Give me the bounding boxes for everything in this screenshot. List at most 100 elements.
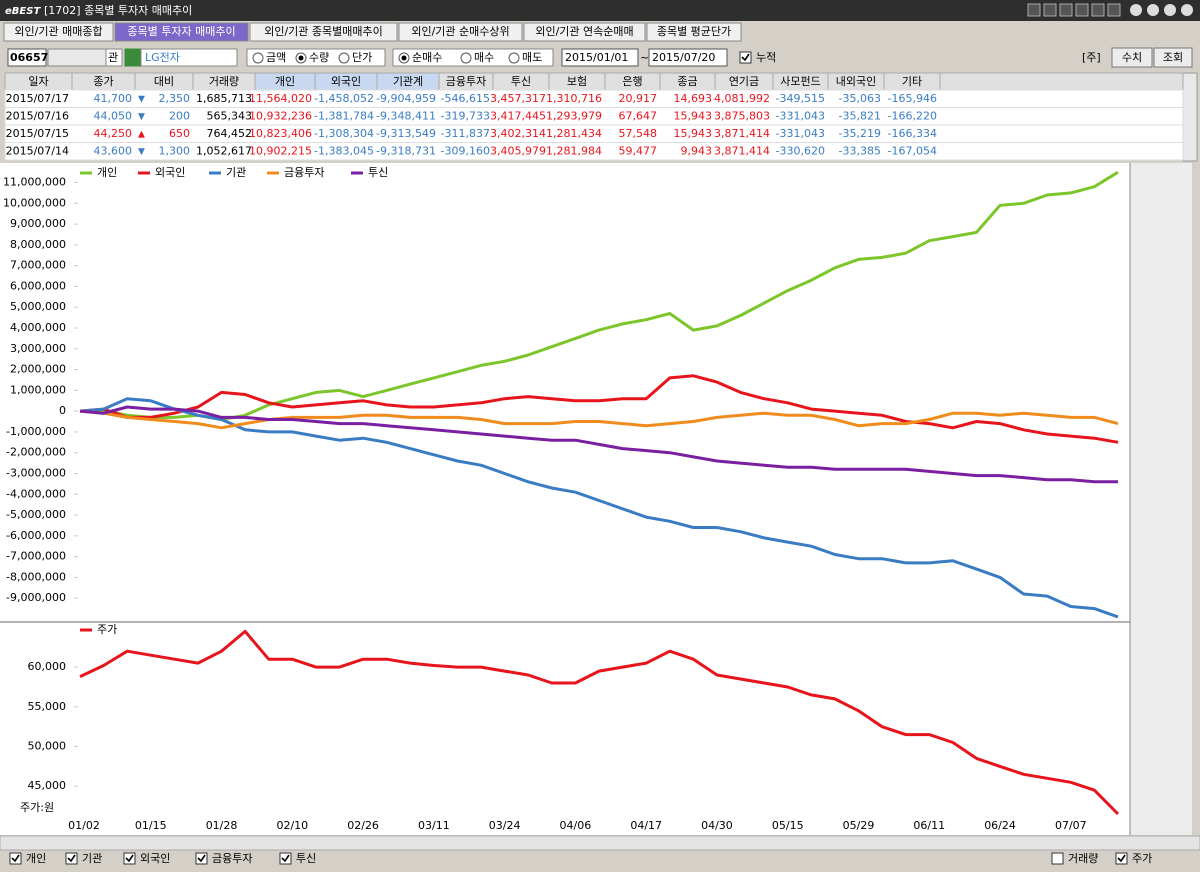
tab[interactable] <box>646 22 742 42</box>
mode-group <box>246 48 386 67</box>
series-line <box>79 397 1119 619</box>
tab[interactable] <box>523 22 646 42</box>
table-cell: 1,300 <box>159 145 191 158</box>
table-cell: -1,458,052 <box>314 92 374 105</box>
tab-label: 외인/기관 종목별매매추이 <box>264 25 383 38</box>
table-cell: 650 <box>169 127 190 140</box>
win-btn[interactable] <box>1107 3 1121 17</box>
y-tick-label: -7,000,000 <box>6 550 66 563</box>
radio[interactable] <box>508 52 520 64</box>
series-toggle[interactable] <box>195 852 208 865</box>
win-btn[interactable] <box>1059 3 1073 17</box>
win-btn[interactable] <box>1147 4 1159 16</box>
tab-label: 종목별 평균단가 <box>657 25 731 38</box>
x-tick-label: 07/07 <box>1055 819 1087 832</box>
win-btn[interactable] <box>1027 3 1041 17</box>
market-btn[interactable] <box>105 48 123 67</box>
y-tick-label: 7,000,000 <box>10 259 66 272</box>
win-btn[interactable] <box>1091 3 1105 17</box>
series-toggle[interactable] <box>123 852 136 865</box>
start-date-text: 2015/01/01 <box>565 51 628 64</box>
win-btn[interactable] <box>1130 4 1142 16</box>
y-tick-label: -4,000,000 <box>6 487 66 500</box>
toggle-label: 투신 <box>296 852 316 865</box>
radio[interactable] <box>338 52 350 64</box>
header-label: 사모펀드 <box>780 75 820 88</box>
cumulative-check[interactable] <box>739 51 752 64</box>
end-date[interactable] <box>648 48 728 67</box>
radio[interactable] <box>252 52 264 64</box>
table-cell: -165,946 <box>888 92 937 105</box>
header-fill <box>939 72 1184 91</box>
start-date[interactable] <box>561 48 639 67</box>
change-sign: ▼ <box>138 95 145 105</box>
y-tick-label: 1,000,000 <box>10 383 66 396</box>
tab[interactable] <box>249 22 398 42</box>
name-field <box>140 48 238 67</box>
header-label: 기관계 <box>393 75 423 88</box>
toggle-label: 개인 <box>26 852 46 865</box>
table-cell: 3,417,445 <box>490 110 546 123</box>
header-label: 일자 <box>28 74 48 88</box>
table-scrollbar[interactable] <box>1182 72 1198 162</box>
mode-option: 단가 <box>352 51 372 64</box>
legend-label: 주가 <box>97 623 117 636</box>
table-cell: -166,334 <box>888 127 937 140</box>
check-mark <box>67 854 76 863</box>
code-buttons[interactable] <box>47 48 107 67</box>
header-label: 연기금 <box>729 75 759 88</box>
win-btn[interactable] <box>1075 3 1089 17</box>
x-tick-label: 05/29 <box>843 819 875 832</box>
logo: eBEST <box>5 6 41 17</box>
table-cell: 10,932,236 <box>249 110 312 123</box>
table-cell: -166,220 <box>888 110 937 123</box>
header-label: 보험 <box>567 75 587 88</box>
table-cell: -331,043 <box>776 127 825 140</box>
check-mark <box>1117 854 1126 863</box>
table-cell: -331,043 <box>776 110 825 123</box>
x-tick-label: 06/24 <box>984 819 1016 832</box>
series-toggle[interactable] <box>279 852 292 865</box>
table-cell: 2015/07/17 <box>6 92 69 105</box>
tab[interactable] <box>114 22 249 42</box>
table-cell: 3,402,314 <box>490 127 546 140</box>
x-tick-label: 01/28 <box>206 819 238 832</box>
tab[interactable] <box>3 22 114 42</box>
chart-scrollbar[interactable] <box>0 835 1200 851</box>
pane-toggle[interactable] <box>1115 852 1128 865</box>
table-cell: 1,293,979 <box>546 110 602 123</box>
legend-label: 개인 <box>97 166 117 179</box>
tab[interactable] <box>398 22 523 42</box>
y-tick-label: 2,000,000 <box>10 363 66 376</box>
series-toggle[interactable] <box>9 852 22 865</box>
code-input[interactable] <box>7 48 47 67</box>
win-btn[interactable] <box>1181 4 1193 16</box>
win-btn[interactable] <box>1043 3 1057 17</box>
x-tick-label: 02/26 <box>347 819 379 832</box>
y-tick-label: -2,000,000 <box>6 446 66 459</box>
header-label: 종금 <box>677 75 697 88</box>
header-label: 종가 <box>93 75 113 88</box>
tab-label: 외인/기관 매매종합 <box>14 25 102 38</box>
table-row <box>4 142 1184 161</box>
table-cell: -311,837 <box>441 127 490 140</box>
radio-dot <box>401 55 407 61</box>
end-date-text: 2015/07/20 <box>652 51 715 64</box>
x-tick-label: 05/15 <box>772 819 804 832</box>
table-cell: 15,943 <box>674 110 713 123</box>
table-cell: 1,281,984 <box>546 145 602 158</box>
header-label: 기타 <box>902 75 922 88</box>
table-cell: 41,700 <box>94 92 133 105</box>
y-tick-label: 3,000,000 <box>10 342 66 355</box>
win-btn[interactable] <box>1164 4 1176 16</box>
y-label: 주가:원 <box>20 801 54 814</box>
table-cell: 59,477 <box>619 145 658 158</box>
pane-toggle[interactable] <box>1051 852 1064 865</box>
button[interactable] <box>1153 47 1193 68</box>
radio[interactable] <box>460 52 472 64</box>
table-cell: 44,250 <box>94 127 133 140</box>
x-tick-label: 01/02 <box>68 819 100 832</box>
series-toggle[interactable] <box>65 852 78 865</box>
button[interactable] <box>1111 47 1153 68</box>
table-cell: 44,050 <box>94 110 133 123</box>
